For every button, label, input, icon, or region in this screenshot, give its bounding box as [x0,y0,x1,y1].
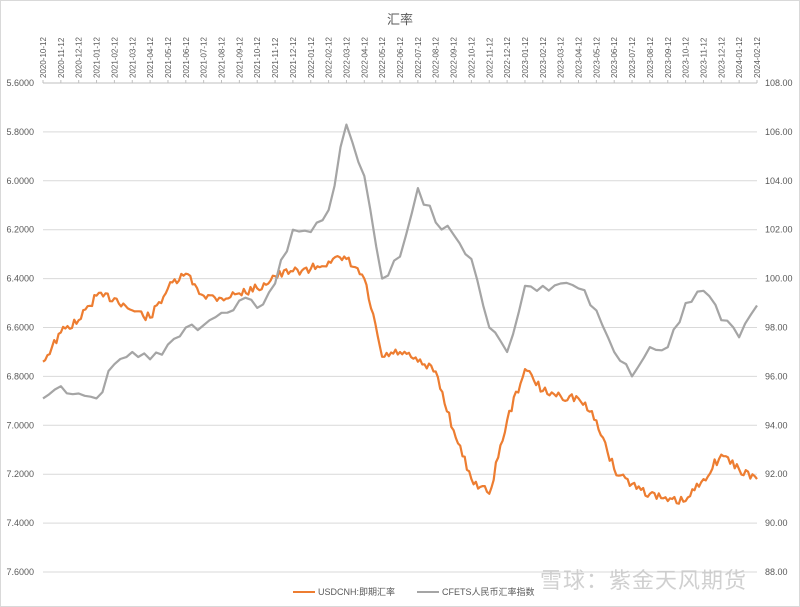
x-tick-label: 2021-03-12 [128,37,137,78]
y-right-tick-label: 98.00 [765,323,788,333]
y-left-tick-label: 7.4000 [6,518,34,528]
legend-swatch-gray [417,590,440,593]
x-tick-label: 2022-10-12 [467,37,476,78]
y-left-tick-label: 6.4000 [6,274,34,284]
y-right-tick-label: 102.00 [765,225,793,235]
y-left-tick-label: 5.6000 [6,78,34,88]
x-tick-label: 2023-02-12 [539,37,548,78]
chart-title: 汇率 [386,12,413,27]
x-tick-label: 2023-03-12 [557,37,566,78]
x-tick-label: 2021-05-12 [164,37,173,78]
watermark: 雪球：紫金天风期货 [540,568,748,593]
y-right-tick-label: 104.00 [765,176,793,186]
x-tick-label: 2023-07-12 [628,37,637,78]
y-left-tick-label: 6.2000 [6,225,34,235]
x-tick-label: 2024-01-12 [735,37,744,78]
legend-label: USDCNH:即期汇率 [318,587,396,597]
y-left-tick-label: 7.2000 [6,469,34,479]
x-tick-label: 2023-09-12 [664,37,673,78]
y-right-tick-label: 94.00 [765,420,788,430]
x-tick-label: 2022-03-12 [342,37,351,78]
y-right-tick-label: 108.00 [765,78,793,88]
x-tick-label: 2023-11-12 [699,37,708,78]
y-right-tick-label: 90.00 [765,518,788,528]
legend-label: CFETS人民币汇率指数 [442,587,535,597]
y-left-tick-label: 7.0000 [6,420,34,430]
x-tick-label: 2021-08-12 [218,37,227,78]
x-tick-label: 2023-08-12 [646,37,655,78]
x-tick-label: 2021-07-12 [200,37,209,78]
x-tick-label: 2023-10-12 [682,37,691,78]
usdcnh-line [42,255,758,505]
x-tick-label: 2022-11-12 [485,37,494,78]
legend-item-usdcnh: USDCNH:即期汇率 [293,585,395,598]
y-left-tick-label: 7.6000 [6,567,34,577]
legend-swatch-orange [293,590,315,593]
y-right-tick-label: 100.00 [765,274,793,284]
x-tick-label: 2022-09-12 [450,37,459,78]
x-tick-label: 2022-07-12 [414,37,423,78]
x-tick-label: 2022-12-12 [503,37,512,78]
x-tick-label: 2022-02-12 [325,37,334,78]
x-tick-label: 2021-01-12 [93,37,102,78]
x-tick-label: 2020-11-12 [57,37,66,78]
y-right-tick-label: 92.00 [765,469,788,479]
x-tick-label: 2023-05-12 [592,37,601,78]
x-tick-label: 2021-02-12 [110,37,119,78]
legend: USDCNH:即期汇率 CFETS人民币汇率指数 [293,585,535,598]
y-left-tick-label: 6.0000 [6,176,34,186]
x-tick-label: 2021-12-12 [289,37,298,78]
x-tick-label: 2020-10-12 [39,37,48,78]
x-tick-label: 2023-06-12 [610,37,619,78]
x-tick-label: 2022-06-12 [396,37,405,78]
x-tick-label: 2024-02-12 [753,37,762,78]
y-right-tick-label: 106.00 [765,127,793,137]
x-tick-label: 2021-04-12 [146,37,155,78]
y-right-tick-label: 88.00 [765,567,788,577]
x-tick-label: 2023-12-12 [717,37,726,78]
x-tick-label: 2022-08-12 [432,37,441,78]
y-left-tick-label: 5.8000 [6,127,34,137]
legend-item-cfets: CFETS人民币汇率指数 [417,585,535,598]
x-tick-label: 2022-01-12 [307,37,316,78]
cfets-index-line [42,123,758,400]
x-tick-label: 2021-11-12 [271,37,280,78]
x-tick-label: 2021-09-12 [235,37,244,78]
x-tick-label: 2021-06-12 [182,37,191,78]
y-left-tick-label: 6.8000 [6,371,34,381]
x-tick-label: 2020-12-12 [75,37,84,78]
x-tick-label: 2022-05-12 [378,37,387,78]
y-right-tick-label: 96.00 [765,371,788,381]
x-tick-label: 2023-04-12 [575,37,584,78]
y-left-tick-label: 6.6000 [6,323,34,333]
x-tick-label: 2022-04-12 [360,37,369,78]
x-tick-label: 2023-01-12 [521,37,530,78]
x-tick-label: 2021-10-12 [253,37,262,78]
